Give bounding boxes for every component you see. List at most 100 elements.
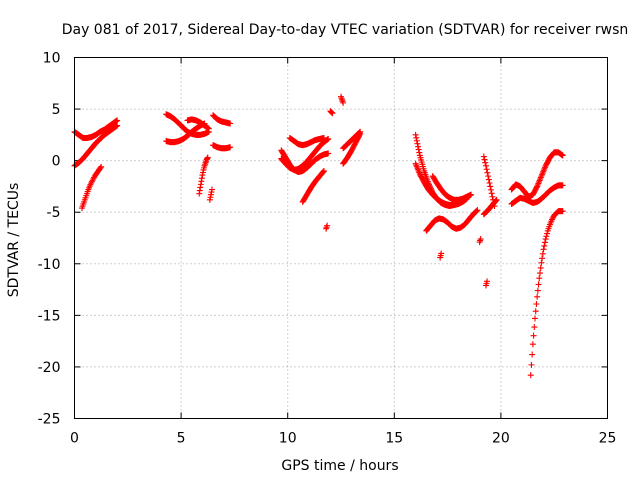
- data-point: [473, 208, 480, 215]
- x-axis-label: GPS time / hours: [281, 458, 398, 474]
- series-pass-c7: [338, 93, 347, 106]
- series-pass-d3: [429, 173, 475, 203]
- x-tick-label: 25: [599, 431, 617, 447]
- series-pass-d5: [437, 250, 445, 261]
- data-point: [320, 134, 327, 141]
- axis-ticks: 0 5 10 15 20 25 10 5 0 -5 -10 -15 -20 -25: [38, 51, 617, 447]
- data-point: [413, 137, 420, 144]
- data-point: [536, 275, 543, 282]
- data-point: [473, 207, 480, 214]
- data-point: [533, 184, 540, 191]
- data-point: [88, 178, 95, 185]
- data-point: [559, 182, 566, 189]
- data-point: [415, 143, 422, 150]
- data-point: [529, 351, 536, 358]
- series-pass-b3: [184, 116, 212, 132]
- data-point: [414, 140, 421, 147]
- series-pass-a1: [71, 117, 121, 141]
- series-pass-d7: [482, 278, 491, 289]
- data-point: [543, 233, 550, 240]
- data-point: [540, 246, 547, 253]
- data-point: [413, 134, 420, 141]
- data-point: [544, 230, 551, 237]
- data-point: [480, 153, 487, 160]
- data-point: [535, 281, 542, 288]
- data-point: [98, 163, 105, 170]
- data-point: [356, 129, 363, 136]
- data-point: [325, 135, 332, 142]
- data-point: [340, 99, 347, 106]
- series-pass-e3: [527, 208, 566, 379]
- data-point: [559, 152, 566, 159]
- data-point: [114, 117, 121, 124]
- data-point: [485, 176, 492, 183]
- data-point: [532, 315, 539, 322]
- data-points: [71, 93, 566, 379]
- data-point: [559, 208, 566, 215]
- data-point: [227, 144, 234, 151]
- data-point: [529, 341, 536, 348]
- y-tick-label: -25: [38, 412, 61, 428]
- data-point: [487, 183, 494, 190]
- data-point: [325, 150, 332, 157]
- data-point: [481, 156, 488, 163]
- data-point: [329, 110, 336, 117]
- data-point: [538, 259, 545, 266]
- data-point: [484, 169, 491, 176]
- data-point: [536, 270, 543, 277]
- x-tick-label: 0: [70, 431, 79, 447]
- series-pass-d9: [480, 196, 500, 218]
- data-point: [483, 166, 490, 173]
- data-point: [537, 264, 544, 271]
- data-point: [477, 236, 484, 243]
- x-tick-label: 20: [492, 431, 510, 447]
- data-point: [531, 324, 538, 331]
- series-pass-b6: [210, 112, 234, 127]
- x-tick-label: 5: [177, 431, 186, 447]
- data-point: [534, 287, 541, 294]
- series-pass-c6: [327, 108, 336, 117]
- series-pass-d6: [476, 236, 484, 246]
- data-point: [539, 250, 546, 257]
- data-point: [539, 255, 546, 262]
- data-point: [534, 293, 541, 300]
- series-pass-c9: [340, 128, 364, 152]
- series-pass-c4: [299, 167, 327, 205]
- data-point: [484, 278, 491, 285]
- series-pass-d4: [423, 207, 481, 234]
- chart-title: Day 081 of 2017, Sidereal Day-to-day VTE…: [62, 22, 629, 38]
- data-point: [527, 372, 534, 379]
- data-point: [549, 215, 556, 222]
- data-point: [541, 239, 548, 246]
- data-point: [530, 332, 537, 339]
- y-axis-label: SDTVAR / TECUs: [6, 183, 22, 298]
- data-point: [209, 186, 216, 193]
- data-point: [89, 177, 96, 184]
- data-point: [328, 109, 335, 116]
- plot-frame: [74, 57, 608, 419]
- series-pass-b2: [163, 111, 212, 138]
- series-pass-e2: [508, 182, 566, 207]
- data-point: [355, 129, 362, 136]
- data-point: [486, 179, 493, 186]
- data-point: [542, 236, 549, 243]
- data-point: [328, 108, 335, 115]
- data-point: [97, 164, 104, 171]
- data-point: [482, 162, 489, 169]
- data-point: [474, 207, 481, 214]
- data-point: [114, 122, 121, 129]
- x-tick-label: 15: [385, 431, 403, 447]
- series-pass-b1: [163, 120, 208, 146]
- series-pass-a3: [78, 163, 105, 212]
- data-point: [493, 196, 500, 203]
- grid-lines: [74, 57, 608, 419]
- series-pass-c5: [323, 222, 331, 232]
- series-pass-b7: [210, 142, 234, 152]
- data-point: [468, 191, 475, 198]
- x-tick-label: 10: [279, 431, 297, 447]
- data-point: [489, 193, 496, 200]
- y-tick-label: -20: [38, 360, 61, 376]
- data-point: [482, 159, 489, 166]
